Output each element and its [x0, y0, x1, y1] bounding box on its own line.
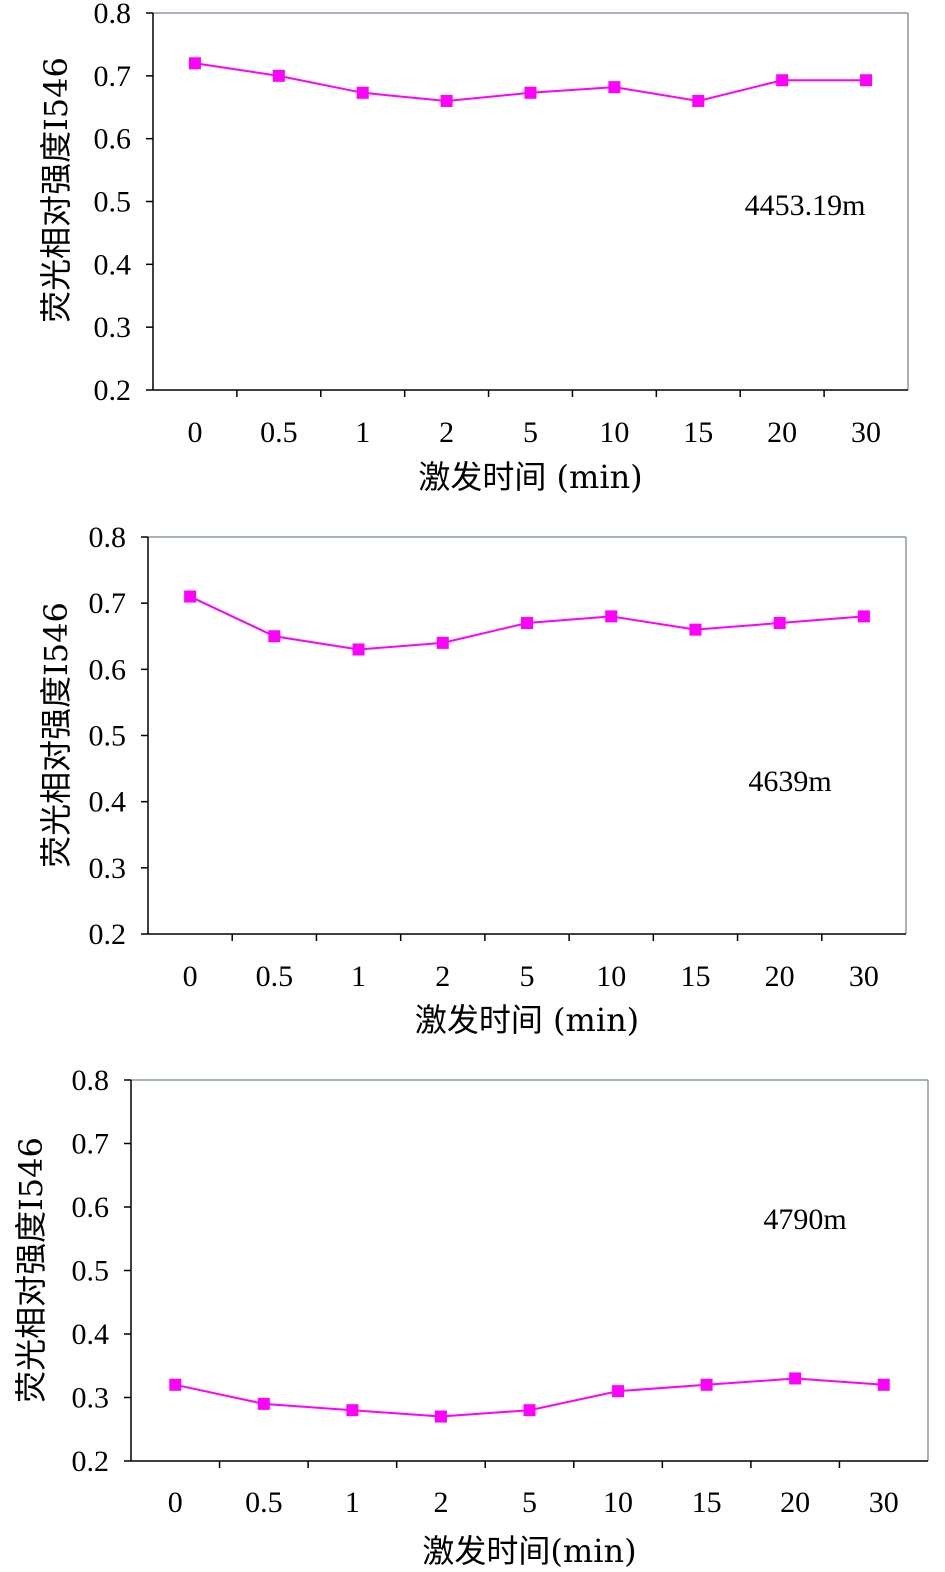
data-point: [524, 86, 537, 99]
x-tick-label: 5: [520, 960, 535, 993]
y-tick-label: 0.3: [89, 852, 127, 885]
x-tick-label: 20: [767, 416, 797, 449]
y-tick-label: 0.7: [72, 1128, 110, 1161]
x-tick-label: 0.5: [260, 416, 298, 449]
x-tick-label: 0.5: [245, 1486, 283, 1519]
data-point: [272, 69, 285, 82]
data-point: [857, 610, 870, 623]
y-tick-label: 0.5: [89, 720, 127, 753]
y-tick-label: 0.8: [89, 521, 127, 554]
x-tick-label: 20: [765, 960, 795, 993]
data-point: [521, 617, 533, 630]
y-tick-label: 0.8: [94, 0, 132, 30]
data-point: [346, 1404, 359, 1417]
x-tick-label: 0: [183, 960, 198, 993]
x-tick-label: 0: [168, 1486, 183, 1519]
data-point: [689, 623, 702, 636]
x-axis-title: 激发时间(min): [422, 1532, 636, 1570]
data-point: [356, 86, 369, 99]
x-tick-label: 15: [680, 960, 710, 993]
y-tick-label: 0.7: [94, 60, 132, 93]
data-point: [352, 643, 365, 656]
y-axis-title: 荧光相对强度I546: [37, 57, 75, 323]
data-point: [612, 1385, 625, 1398]
chart-panel-2: 0.2 0.3 0.4 0.5 0.6 0.7 0.8 0 0.5 1 2 5 10 15 20 30 激发时间…: [37, 521, 907, 1039]
x-tick-label: 30: [869, 1486, 899, 1519]
data-point: [773, 617, 786, 630]
y-tick-label: 0.5: [94, 186, 132, 219]
data-point: [436, 636, 449, 649]
data-point: [184, 590, 197, 603]
data-point: [268, 630, 281, 643]
y-tick-label: 0.6: [89, 653, 127, 686]
data-point: [257, 1397, 270, 1410]
x-tick-label: 20: [780, 1486, 810, 1519]
x-tick-label: 1: [355, 416, 370, 449]
data-point: [188, 57, 201, 70]
y-tick-label: 0.2: [94, 374, 132, 407]
x-tick-label: 15: [692, 1486, 722, 1519]
depth-annotation: 4790m: [763, 1203, 846, 1236]
data-point: [877, 1378, 890, 1391]
y-tick-label: 0.8: [72, 1064, 110, 1097]
y-tick-label: 0.2: [89, 918, 127, 951]
y-axis-title: 荧光相对强度I546: [12, 1137, 50, 1403]
data-point: [692, 94, 705, 107]
x-tick-label: 5: [523, 416, 538, 449]
y-tick-label: 0.4: [72, 1318, 110, 1351]
x-tick-label: 1: [345, 1486, 360, 1519]
x-tick-label: 0: [187, 416, 202, 449]
data-point: [700, 1378, 713, 1391]
x-tick-label: 1: [351, 960, 366, 993]
data-point: [523, 1404, 536, 1417]
chart-panel-3: 0.2 0.3 0.4 0.5 0.6 0.7 0.8 0 0.5 1 2 5 10 15 20 30 激发时间…: [12, 1064, 929, 1570]
y-tick-label: 0.6: [72, 1191, 110, 1224]
x-tick-label: 2: [433, 1486, 448, 1519]
y-tick-label: 0.3: [72, 1382, 110, 1415]
y-tick-label: 0.6: [94, 123, 132, 156]
data-point: [776, 74, 789, 87]
x-axis-title: 激发时间 (min): [415, 1001, 639, 1039]
x-axis-title: 激发时间 (min): [418, 458, 642, 496]
chart-panel-1: 0.2 0.3 0.4 0.5 0.6 0.7 0.8 0 0.5 1 2 5 10 15 20 30 激发时间…: [37, 0, 909, 496]
data-point: [434, 1410, 447, 1423]
data-point: [605, 610, 618, 623]
data-point: [860, 74, 873, 87]
x-tick-label: 30: [849, 960, 879, 993]
x-tick-label: 0.5: [256, 960, 294, 993]
y-tick-label: 0.7: [89, 587, 127, 620]
y-tick-label: 0.4: [94, 248, 132, 281]
depth-annotation: 4639m: [748, 765, 831, 798]
x-tick-label: 10: [596, 960, 626, 993]
depth-annotation: 4453.19m: [745, 189, 866, 222]
data-point: [440, 94, 453, 107]
y-tick-label: 0.3: [94, 311, 132, 344]
x-tick-label: 2: [439, 416, 454, 449]
data-point: [169, 1378, 182, 1391]
x-tick-label: 2: [435, 960, 450, 993]
x-tick-label: 5: [522, 1486, 537, 1519]
x-tick-label: 10: [603, 1486, 633, 1519]
y-axis-title: 荧光相对强度I546: [37, 602, 75, 868]
x-tick-label: 10: [599, 416, 629, 449]
x-tick-label: 15: [683, 416, 713, 449]
y-tick-label: 0.2: [72, 1445, 110, 1478]
x-tick-label: 30: [851, 416, 881, 449]
data-point: [608, 81, 621, 94]
y-tick-label: 0.4: [89, 786, 127, 819]
data-point: [789, 1372, 802, 1385]
y-tick-label: 0.5: [72, 1255, 110, 1288]
